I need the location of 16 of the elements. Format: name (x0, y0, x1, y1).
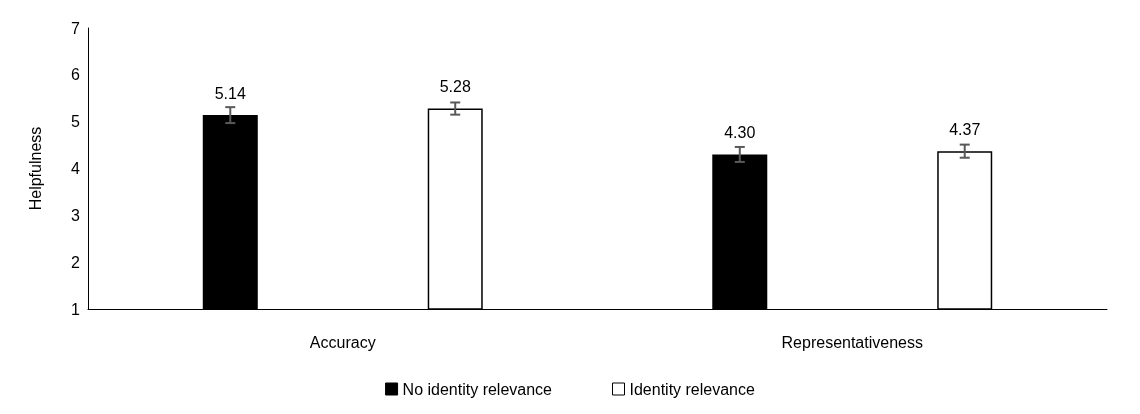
y-tick-label: 3 (71, 206, 81, 224)
data-label: 4.30 (724, 123, 756, 141)
data-label: 5.14 (214, 84, 246, 102)
x-tick-label: Accuracy (309, 333, 376, 351)
y-tick-label: 4 (71, 160, 81, 177)
y-tick-label: 5 (71, 113, 81, 131)
y-tick-label: 6 (71, 66, 81, 84)
y-tick-label: 7 (71, 19, 81, 37)
data-label: 4.37 (949, 120, 981, 138)
data-label: 5.28 (439, 78, 471, 96)
legend-label: Identity relevance (629, 380, 756, 398)
y-axis-title: Helpfulness (26, 126, 44, 211)
legend-label: No identity relevance (402, 380, 553, 398)
y-tick-label: 1 (71, 300, 81, 318)
x-tick-label: Representativeness (781, 333, 923, 351)
y-tick-label: 2 (71, 253, 81, 271)
